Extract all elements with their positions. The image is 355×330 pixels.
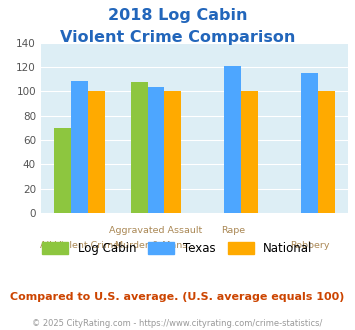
Bar	[318, 91, 335, 213]
Bar	[301, 73, 318, 213]
Legend: Log Cabin, Texas, National: Log Cabin, Texas, National	[38, 237, 317, 260]
Text: 2018 Log Cabin: 2018 Log Cabin	[108, 8, 247, 23]
Text: All Violent Crime: All Violent Crime	[40, 241, 119, 250]
Bar	[148, 86, 164, 213]
Bar	[88, 91, 104, 213]
Text: © 2025 CityRating.com - https://www.cityrating.com/crime-statistics/: © 2025 CityRating.com - https://www.city…	[32, 319, 323, 328]
Text: Compared to U.S. average. (U.S. average equals 100): Compared to U.S. average. (U.S. average …	[10, 292, 345, 302]
Text: Aggravated Assault: Aggravated Assault	[109, 226, 203, 235]
Text: Violent Crime Comparison: Violent Crime Comparison	[60, 30, 295, 45]
Bar	[54, 128, 71, 213]
Text: Robbery: Robbery	[290, 241, 329, 250]
Bar	[241, 91, 258, 213]
Bar	[224, 66, 241, 213]
Bar	[131, 82, 148, 213]
Text: Murder & Mans...: Murder & Mans...	[115, 241, 197, 250]
Bar	[164, 91, 181, 213]
Text: Rape: Rape	[221, 226, 245, 235]
Bar	[71, 81, 88, 213]
